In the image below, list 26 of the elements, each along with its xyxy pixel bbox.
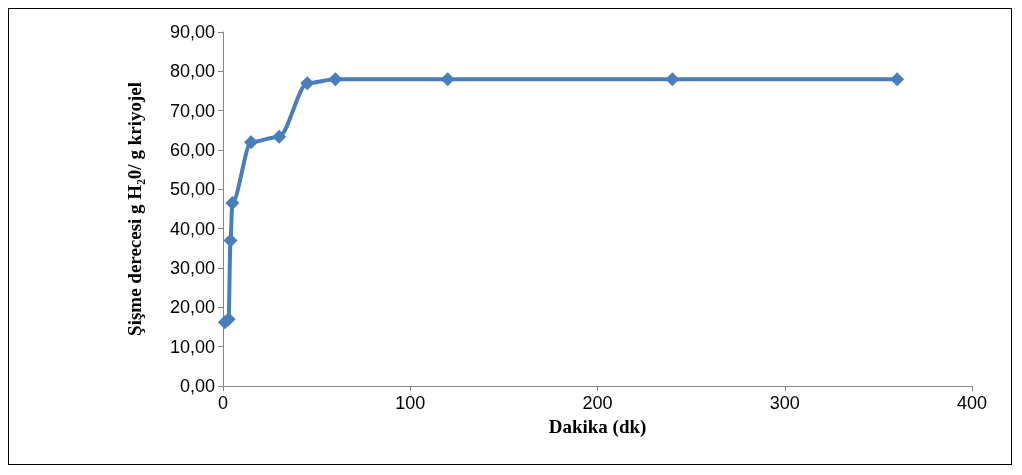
y-axis-title: Şişme derecesi g H₂0/ g kriyojel [123,82,145,336]
y-tick-label: 60,00 [169,140,215,160]
x-axis-title: Dakika (dk) [548,415,647,438]
y-tick-label: 20,00 [169,297,215,318]
y-tick-label: 70,00 [169,100,215,121]
y-tick-label: 10,00 [169,336,215,357]
y-tick-label: 40,00 [169,218,215,239]
point [328,72,343,87]
x-tick-label: 200 [582,393,613,413]
point [440,72,455,87]
point [300,76,315,91]
x-tick-label: 300 [769,393,800,413]
x-tick-label: 0 [217,393,229,413]
y-tick-label: 0,00 [179,376,215,396]
point [225,196,240,211]
point [272,129,287,144]
x-tick-label: 100 [395,393,426,413]
point [890,72,905,87]
y-tick-label: 80,00 [169,61,215,82]
point [244,135,259,150]
x-tick-label: 400 [956,393,988,413]
y-tick-label: 90,00 [169,22,215,42]
point [665,72,680,87]
y-tick-label: 50,00 [169,179,215,200]
point [223,233,238,248]
y-tick-label: 30,00 [169,258,215,278]
